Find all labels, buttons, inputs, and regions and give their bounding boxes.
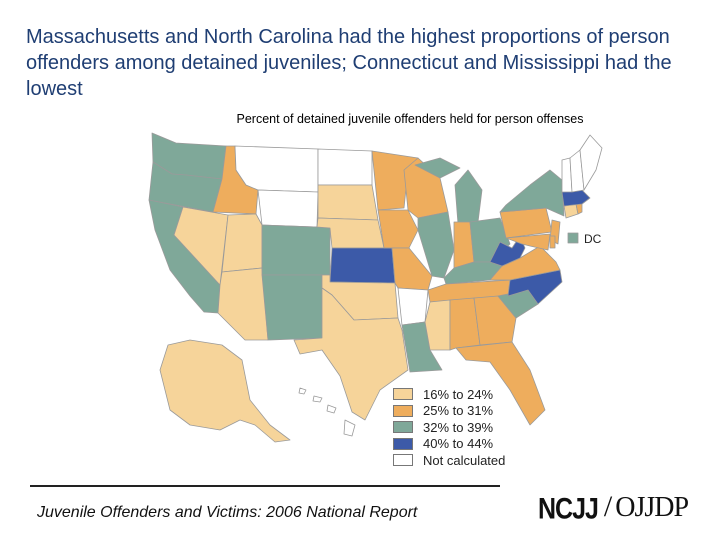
legend-item: Not calculated xyxy=(393,452,505,468)
state-ny xyxy=(499,169,565,217)
state-ak xyxy=(159,339,291,443)
state-mi-up xyxy=(414,157,461,179)
map-subtitle: Percent of detained juvenile offenders h… xyxy=(236,112,584,126)
state-ks xyxy=(329,247,396,284)
state-wy xyxy=(257,189,319,228)
legend-item: 25% to 31% xyxy=(393,403,505,419)
legend-label: 40% to 44% xyxy=(423,436,494,451)
dc-label: DC xyxy=(584,232,602,246)
legend-swatch xyxy=(393,404,413,417)
state-fl xyxy=(455,341,546,426)
legend-item: 32% to 39% xyxy=(393,419,505,435)
legend-label: Not calculated xyxy=(423,452,506,468)
ojjdp-logo: OJJDP xyxy=(615,492,689,523)
ncjj-logo: NCJJ xyxy=(538,492,599,526)
state-md xyxy=(505,233,551,251)
state-hi-kauai xyxy=(298,387,307,395)
state-hi-big xyxy=(343,419,356,437)
state-ar xyxy=(397,287,429,326)
state-la xyxy=(401,321,443,373)
state-ga xyxy=(473,295,517,346)
state-mi xyxy=(454,169,483,225)
state-az xyxy=(217,267,269,341)
publisher-logos: NCJJ / OJJDP xyxy=(538,488,689,526)
legend-item: 40% to 44% xyxy=(393,436,505,452)
state-nd xyxy=(317,148,373,186)
state-tx xyxy=(293,287,409,421)
legend-swatch xyxy=(393,437,413,450)
state-co xyxy=(261,224,331,276)
page-title: Massachusetts and North Carolina had the… xyxy=(26,26,672,100)
footer-divider xyxy=(30,485,500,487)
legend-swatch xyxy=(393,454,413,466)
legend-label: 32% to 39% xyxy=(423,419,494,435)
state-de xyxy=(549,235,556,249)
legend-item: 16% to 24% xyxy=(393,386,505,402)
logo-separator: / xyxy=(603,490,613,523)
state-dc-box xyxy=(567,232,579,244)
state-me xyxy=(579,134,603,191)
legend-swatch xyxy=(393,388,413,400)
state-mt xyxy=(234,145,319,193)
state-ia xyxy=(377,209,419,249)
state-ut xyxy=(221,213,263,273)
footer-report-title: Juvenile Offenders and Victims: 2006 Nat… xyxy=(37,504,418,521)
state-nm xyxy=(261,274,323,341)
state-sd xyxy=(317,184,379,221)
legend-swatch xyxy=(393,421,413,433)
us-choropleth-map: DC xyxy=(148,132,603,443)
state-hi-oahu xyxy=(312,395,323,403)
legend-label: 25% to 31% xyxy=(423,403,494,418)
state-ms xyxy=(424,299,451,351)
state-pa xyxy=(499,207,553,239)
legend: 16% to 24% 25% to 31% 32% to 39% 40% to … xyxy=(393,386,505,469)
legend-label: 16% to 24% xyxy=(423,386,494,402)
state-hi-maui xyxy=(326,404,337,414)
